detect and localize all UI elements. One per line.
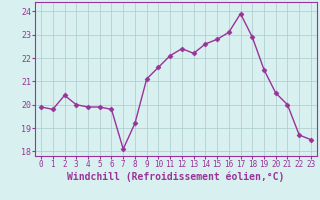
X-axis label: Windchill (Refroidissement éolien,°C): Windchill (Refroidissement éolien,°C) bbox=[67, 172, 285, 182]
